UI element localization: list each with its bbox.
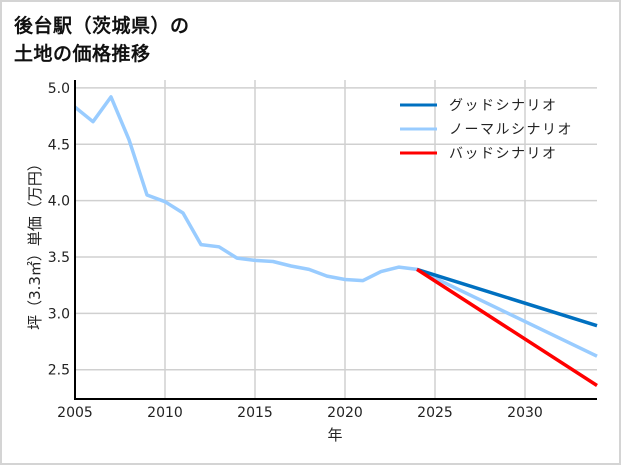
legend-label: バッドシナリオ [449,146,558,162]
legend-label: ノーマルシナリオ [449,122,573,138]
axes [74,80,597,400]
y-tick-label: 5.0 [48,81,70,97]
y-tick-label: 2.5 [48,363,70,379]
grid-lines [75,80,597,399]
x-axis-label: 年 [327,426,342,444]
x-tick-label: 2005 [57,405,93,421]
chart-title-line1: 後台駅（茨城県）の [14,15,190,37]
series-line [73,95,598,358]
chart-title-line2: 土地の価格推移 [14,43,151,65]
y-tick-label: 4.5 [48,137,70,153]
x-tick-label: 2010 [147,405,183,421]
x-tick-label: 2030 [507,405,543,421]
x-tick-label: 2020 [327,405,363,421]
legend-label: グッドシナリオ [449,98,558,114]
y-tick-label: 3.5 [48,250,70,266]
series-line [416,267,598,387]
series-line [416,267,598,328]
y-axis-label: 坪（3.3㎡）単価（万円） [26,156,44,330]
x-tick-label: 2015 [237,405,273,421]
y-tick-label: 3.0 [48,306,70,322]
x-tick-label: 2025 [417,405,453,421]
data-lines [73,95,598,387]
tick-labels: 2005 2010 2015 2020 2025 2030 2.5 3.0 3.5 4.0 4.5 5… [48,81,543,421]
y-tick-label: 4.0 [48,194,70,210]
